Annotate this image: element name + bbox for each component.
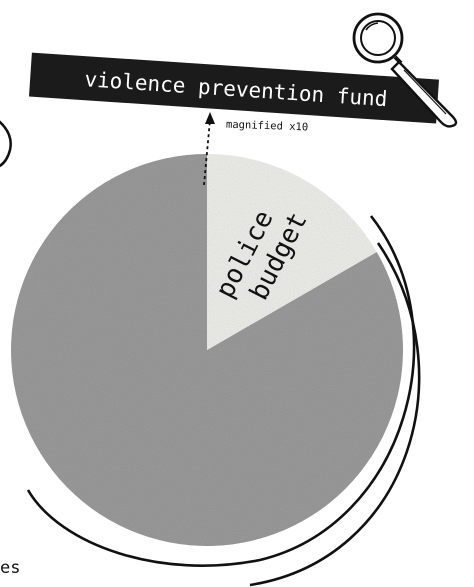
cropped-text: es: [0, 558, 20, 578]
pie-chart: [10, 154, 403, 546]
pointer-arrowhead: [205, 112, 215, 124]
cropped-circle-edge: [0, 120, 12, 168]
pie-slice-police-budget: [207, 154, 377, 350]
magnified-note: magnified x10: [226, 119, 309, 134]
pointer-dashed-line: [203, 119, 211, 186]
magnifying-glass-icon: [352, 12, 458, 128]
banner-background: [28, 52, 440, 124]
outer-arc-outer: [249, 242, 421, 587]
pie-slice-remainder: [10, 154, 403, 546]
